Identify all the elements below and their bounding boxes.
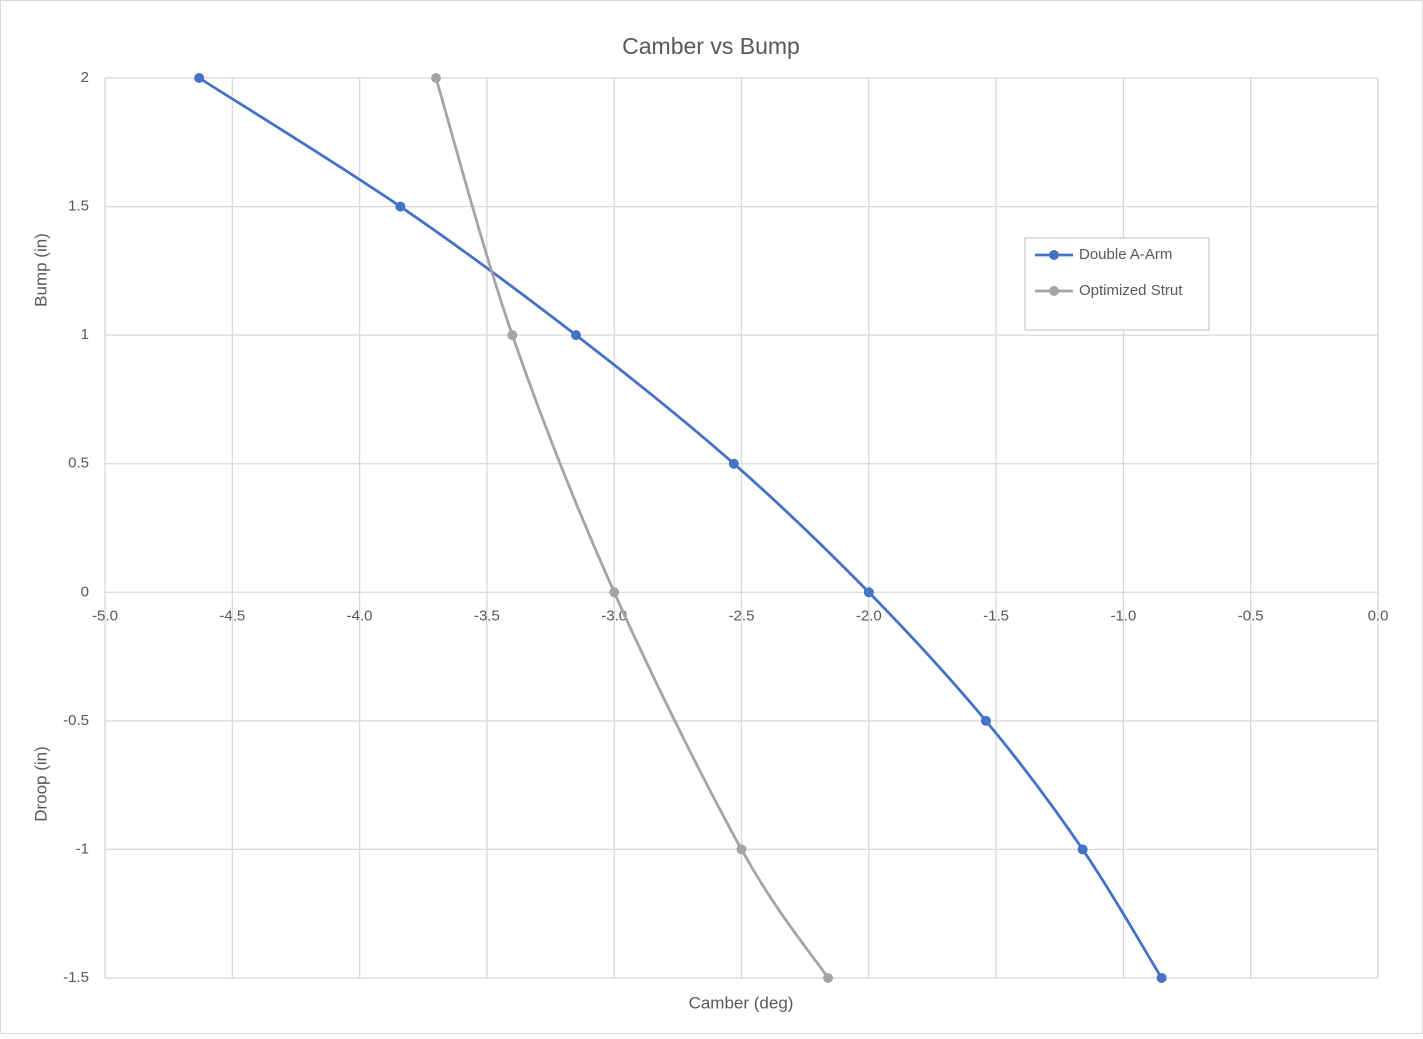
legend-marker xyxy=(1049,250,1059,260)
x-tick-label: -4.5 xyxy=(219,607,245,624)
x-tick-label: -1.5 xyxy=(983,607,1009,624)
y-tick-label: -1.5 xyxy=(63,969,89,986)
data-point xyxy=(980,715,991,726)
x-axis-label: Camber (deg) xyxy=(689,993,794,1012)
data-point xyxy=(1077,844,1088,855)
y-tick-label: 2 xyxy=(81,69,89,86)
data-point xyxy=(194,73,205,83)
data-point xyxy=(863,587,874,598)
x-tick-label: -3.0 xyxy=(601,607,627,624)
y-tick-label: -1 xyxy=(76,840,89,857)
x-tick-label: -1.0 xyxy=(1110,607,1136,624)
data-point xyxy=(728,458,739,469)
y-tick-label: -0.5 xyxy=(63,712,89,729)
data-point xyxy=(1156,973,1167,983)
data-point xyxy=(430,73,441,83)
legend-label: Double A-Arm xyxy=(1079,246,1172,263)
legend-marker xyxy=(1049,286,1059,296)
y-tick-label: 0.5 xyxy=(68,455,89,472)
y-tick-label: 1.5 xyxy=(68,198,89,215)
x-tick-label: -0.5 xyxy=(1238,607,1264,624)
data-point xyxy=(395,201,406,212)
y-axis-label: Bump (in) xyxy=(31,233,50,307)
y-tick-label: 1 xyxy=(81,326,89,343)
y-axis-label: Droop (in) xyxy=(31,746,50,822)
data-point xyxy=(507,330,518,341)
x-tick-label: 0.0 xyxy=(1368,607,1389,624)
data-point xyxy=(736,844,747,855)
x-tick-label: -2.0 xyxy=(856,607,882,624)
data-point xyxy=(823,973,834,983)
data-point xyxy=(571,330,582,341)
x-tick-label: -5.0 xyxy=(92,607,118,624)
x-tick-label: -2.5 xyxy=(729,607,755,624)
x-tick-label: -4.0 xyxy=(347,607,373,624)
legend-label: Optimized Strut xyxy=(1079,282,1183,299)
series-line xyxy=(434,77,830,979)
chart-title: Camber vs Bump xyxy=(622,33,800,59)
x-tick-label: -3.5 xyxy=(474,607,500,624)
data-point xyxy=(609,587,620,598)
y-tick-label: 0 xyxy=(81,583,89,600)
